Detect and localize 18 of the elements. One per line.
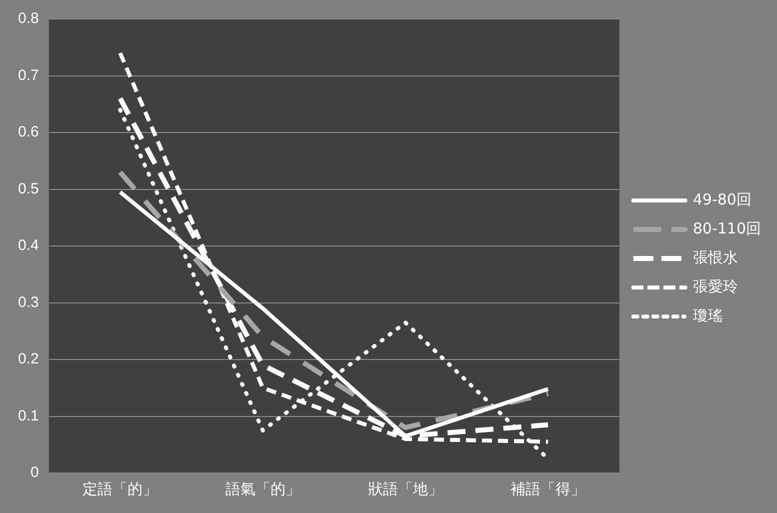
x-tick-label: 狀語「地」 <box>368 480 443 498</box>
y-tick-label: 0.1 <box>18 407 39 424</box>
y-tick-label: 0.8 <box>18 10 39 28</box>
legend-label: 張愛玲 <box>692 277 738 296</box>
y-tick-label: 0.4 <box>18 237 39 254</box>
x-tick-label: 語氣「的」 <box>225 480 300 498</box>
legend-label: 張恨水 <box>692 248 738 266</box>
x-tick-label: 定語「的」 <box>82 480 158 498</box>
y-tick-label: 0.6 <box>18 124 39 141</box>
y-tick-label: 0.3 <box>18 294 39 311</box>
legend-label: 瓊瑤 <box>692 306 723 324</box>
y-tick-label: 0.7 <box>18 66 39 84</box>
y-tick-label: 0 <box>30 464 39 482</box>
y-tick-label: 0.2 <box>18 350 39 368</box>
x-tick-label: 補語「得」 <box>510 480 586 498</box>
y-tick-label: 0.5 <box>18 180 39 198</box>
legend-label: 80-110回 <box>692 219 762 238</box>
legend-label: 49-80回 <box>692 190 752 208</box>
